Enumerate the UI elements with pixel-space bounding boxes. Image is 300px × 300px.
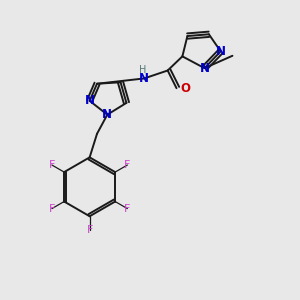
Text: N: N <box>85 94 94 107</box>
Text: N: N <box>139 72 149 85</box>
Text: F: F <box>124 204 130 214</box>
Text: O: O <box>180 82 190 95</box>
Text: N: N <box>102 108 112 121</box>
Text: H: H <box>139 65 146 75</box>
Text: N: N <box>216 45 226 58</box>
Text: N: N <box>200 61 209 75</box>
Text: F: F <box>86 225 93 236</box>
Text: F: F <box>49 160 55 170</box>
Text: F: F <box>49 204 55 214</box>
Text: F: F <box>124 160 130 170</box>
